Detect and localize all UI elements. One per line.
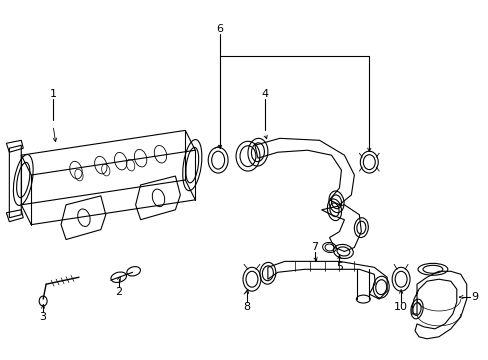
Text: 6: 6 [216,24,223,34]
Text: 1: 1 [49,89,57,99]
Text: 2: 2 [115,287,122,297]
Text: 4: 4 [261,89,268,99]
Text: 7: 7 [310,243,318,252]
Text: 5: 5 [335,262,342,272]
Text: 8: 8 [243,302,250,312]
Text: 10: 10 [393,302,407,312]
Text: 9: 9 [470,292,477,302]
Text: 3: 3 [40,312,46,322]
